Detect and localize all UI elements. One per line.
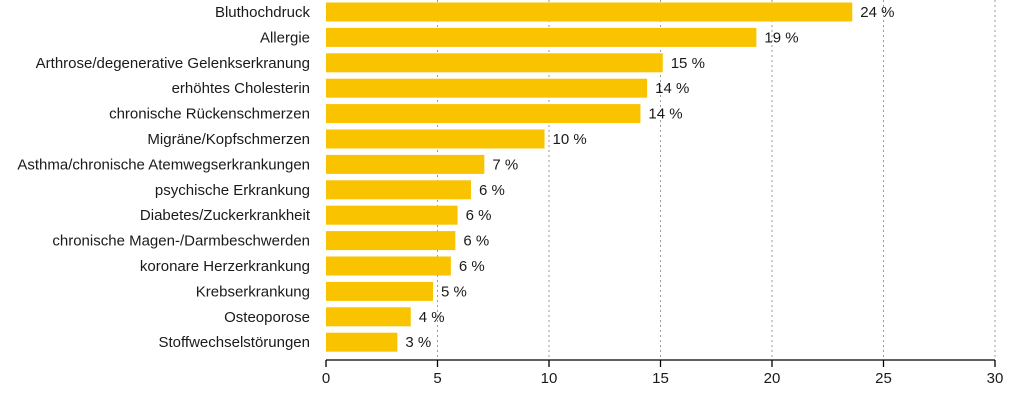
category-label-11: Krebserkrankung [196,283,310,300]
category-label-6: Asthma/chronische Atemwegserkrankungen [17,156,310,173]
value-labels: 24 % 19 % 15 % 14 % 14 % 10 % 7 % 6 % 6 % 6 % 6 % 5… [405,4,894,351]
x-axis: 0 5 10 15 20 25 30 [322,359,1004,387]
bar-7 [326,180,471,200]
x-tick-label-30: 30 [987,370,1004,387]
value-label-10: 6 % [459,258,485,275]
category-label-5: Migräne/Kopfschmerzen [147,131,310,148]
x-tick-label-15: 15 [652,370,669,387]
x-tick-label-20: 20 [764,370,781,387]
bar-8 [326,205,458,225]
category-label-7: psychische Erkrankung [155,182,310,199]
value-label-12: 4 % [419,309,445,326]
value-label-9: 6 % [463,233,489,250]
bar-2 [326,53,663,73]
bar-6 [326,154,485,174]
value-label-13: 3 % [405,334,431,351]
bar-3 [326,78,648,98]
value-label-6: 7 % [492,156,518,173]
bar-0 [326,2,853,22]
x-tick-label-5: 5 [433,370,441,387]
bar-1 [326,27,757,47]
bar-13 [326,332,398,352]
value-label-1: 19 % [764,29,798,46]
bars [326,2,853,352]
x-tick-label-0: 0 [322,370,330,387]
category-label-12: Osteoporose [224,309,310,326]
category-label-4: chronische Rückenschmerzen [109,106,310,123]
value-label-8: 6 % [466,207,492,224]
category-label-9: chronische Magen-/Darmbeschwerden [52,233,310,250]
value-label-7: 6 % [479,182,505,199]
bar-10 [326,256,451,276]
bar-4 [326,104,641,124]
value-label-4: 14 % [648,106,682,123]
value-label-5: 10 % [553,131,587,148]
x-tick-label-10: 10 [541,370,558,387]
bar-11 [326,281,434,301]
category-label-1: Allergie [260,29,310,46]
bar-12 [326,307,411,327]
value-label-3: 14 % [655,80,689,97]
category-label-10: koronare Herzerkrankung [140,258,310,275]
bar-9 [326,231,456,251]
value-label-2: 15 % [671,55,705,72]
value-label-11: 5 % [441,283,467,300]
value-label-0: 24 % [860,4,894,21]
category-label-2: Arthrose/degenerative Gelenkserkranung [36,55,310,72]
category-label-13: Stoffwechselstörungen [159,334,311,351]
category-label-8: Diabetes/Zuckerkrankheit [140,207,311,224]
bar-5 [326,129,545,149]
x-tick-label-25: 25 [875,370,892,387]
category-label-3: erhöhtes Cholesterin [172,80,310,97]
category-label-0: Bluthochdruck [215,4,311,21]
category-labels: Bluthochdruck Allergie Arthrose/degenerati… [17,4,310,351]
